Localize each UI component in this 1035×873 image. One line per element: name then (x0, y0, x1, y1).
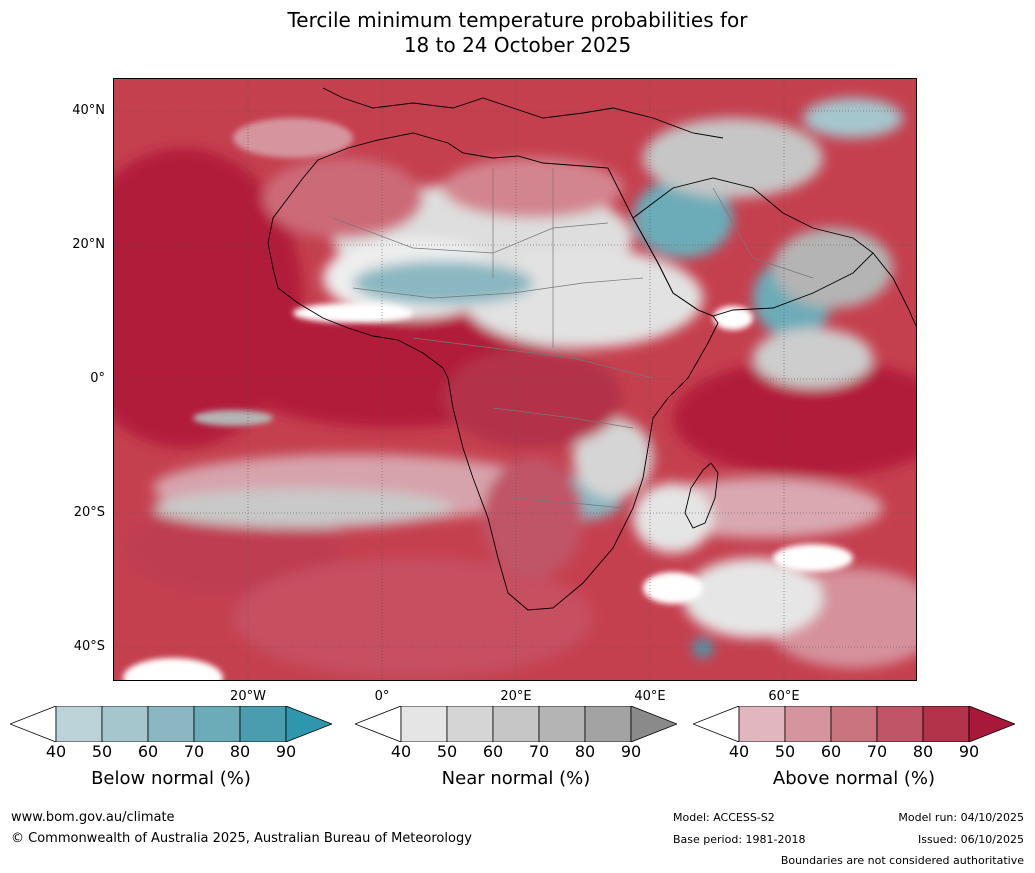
colorbar-above-swatch-70-80 (876, 706, 924, 742)
colorbar-near-swatch-40-50 (400, 706, 448, 742)
colorbar-below-swatch-80-90 (239, 706, 287, 742)
colorbar-above-swatch-over (968, 706, 1015, 742)
colorbar-above-normal (693, 706, 1015, 742)
lon-label-20e: 20°E (500, 689, 532, 704)
footer-disclaimer: Boundaries are not considered authoritat… (780, 854, 1024, 867)
colorbar-below-swatch-70-80 (193, 706, 241, 742)
map-canvas (113, 78, 917, 681)
colorbar-near-tick: 70 (528, 742, 550, 761)
map-title: Tercile minimum temperature probabilitie… (0, 8, 1035, 58)
colorbar-below-tick: 90 (275, 742, 297, 761)
colorbar-below-swatch-over (285, 706, 332, 742)
colorbar-above-tick: 60 (820, 742, 842, 761)
footer-website: www.bom.gov.au/climate (11, 810, 175, 825)
colorbar-near-normal (355, 706, 677, 742)
lat-label-40s: 40°S (73, 639, 105, 654)
madagascar-coastline (684, 462, 719, 529)
africa-coastline (267, 132, 719, 611)
colorbar-near-swatches (355, 706, 677, 742)
lon-label-60e: 60°E (768, 689, 800, 704)
country-borders (332, 168, 814, 509)
colorbar-near-swatch-over (630, 706, 677, 742)
map-border (113, 78, 917, 681)
colorbar-below-tick: 50 (91, 742, 113, 761)
lat-label-40n: 40°N (72, 103, 105, 118)
colorbar-below-swatch-50-60 (101, 706, 149, 742)
colorbar-above-tick: 50 (774, 742, 796, 761)
colorbar-near-swatch-80-90 (584, 706, 632, 742)
footer-model: Model: ACCESS-S2 (673, 811, 775, 824)
footer-copyright: © Commonwealth of Australia 2025, Austra… (11, 831, 472, 846)
lat-label-0: 0° (90, 371, 105, 386)
map-title-line1: Tercile minimum temperature probabilitie… (287, 8, 748, 32)
colorbar-below-swatch-under (10, 706, 57, 742)
graticule (113, 78, 917, 681)
lon-label-0: 0° (374, 689, 390, 704)
colorbar-near-swatch-70-80 (538, 706, 586, 742)
colorbar-below-tick: 40 (45, 742, 67, 761)
lon-label-40e: 40°E (634, 689, 666, 704)
colorbar-near-swatch-60-70 (492, 706, 540, 742)
colorbar-near-swatch-under (355, 706, 402, 742)
colorbar-near-tick: 40 (390, 742, 412, 761)
colorbar-below-normal (10, 706, 332, 742)
colorbar-below-swatch-60-70 (147, 706, 195, 742)
probability-field-detail (123, 118, 853, 681)
colorbar-below-swatch-40-50 (55, 706, 103, 742)
colorbar-near-swatch-50-60 (446, 706, 494, 742)
colorbar-above-swatches (693, 706, 1015, 742)
colorbar-above-tick: 40 (728, 742, 750, 761)
colorbar-above-swatch-60-70 (830, 706, 878, 742)
colorbar-above-swatch-80-90 (922, 706, 970, 742)
colorbar-above-title: Above normal (%) (772, 768, 936, 789)
probability-map (113, 78, 917, 681)
probability-field (113, 98, 917, 678)
map-title-line2: 18 to 24 October 2025 (403, 33, 632, 57)
colorbar-above-tick: 80 (912, 742, 934, 761)
colorbar-near-tick: 60 (482, 742, 504, 761)
colorbar-above-swatch-40-50 (738, 706, 786, 742)
india-coastline (872, 252, 917, 329)
colorbar-near-tick: 50 (436, 742, 458, 761)
lat-label-20s: 20°S (73, 505, 105, 520)
colorbar-above-tick: 70 (866, 742, 888, 761)
colorbar-below-tick: 70 (183, 742, 205, 761)
arabia-coastline (632, 177, 874, 317)
colorbar-below-title: Below normal (%) (91, 768, 251, 789)
europe-coastline (322, 87, 724, 139)
footer-issued: Issued: 06/10/2025 (917, 833, 1024, 846)
colorbar-near-tick: 80 (574, 742, 596, 761)
footer-base-period: Base period: 1981-2018 (673, 833, 806, 846)
colorbar-below-tick: 80 (229, 742, 251, 761)
colorbar-below-tick: 60 (137, 742, 159, 761)
colorbar-above-tick: 90 (958, 742, 980, 761)
colorbar-near-tick: 90 (620, 742, 642, 761)
colorbar-below-swatches (10, 706, 332, 742)
colorbar-above-swatch-under (693, 706, 740, 742)
lon-label-20w: 20°W (230, 689, 266, 704)
colorbar-above-swatch-50-60 (784, 706, 832, 742)
footer-model-run: Model run: 04/10/2025 (898, 811, 1024, 824)
colorbar-near-title: Near normal (%) (441, 768, 591, 789)
lat-label-20n: 20°N (72, 237, 105, 252)
